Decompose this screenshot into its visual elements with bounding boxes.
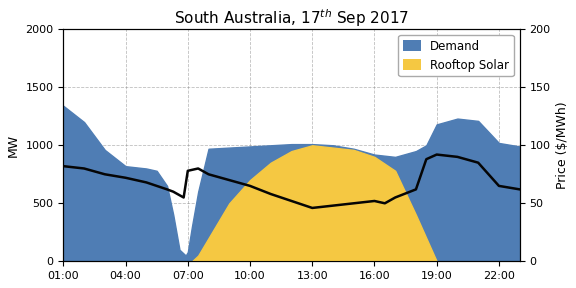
Y-axis label: MW: MW	[7, 134, 20, 157]
Legend: Demand, Rooftop Solar: Demand, Rooftop Solar	[398, 35, 514, 76]
Y-axis label: Price ($/MWh): Price ($/MWh)	[556, 101, 569, 189]
Title: South Australia, 17$^{th}$ Sep 2017: South Australia, 17$^{th}$ Sep 2017	[174, 7, 409, 29]
